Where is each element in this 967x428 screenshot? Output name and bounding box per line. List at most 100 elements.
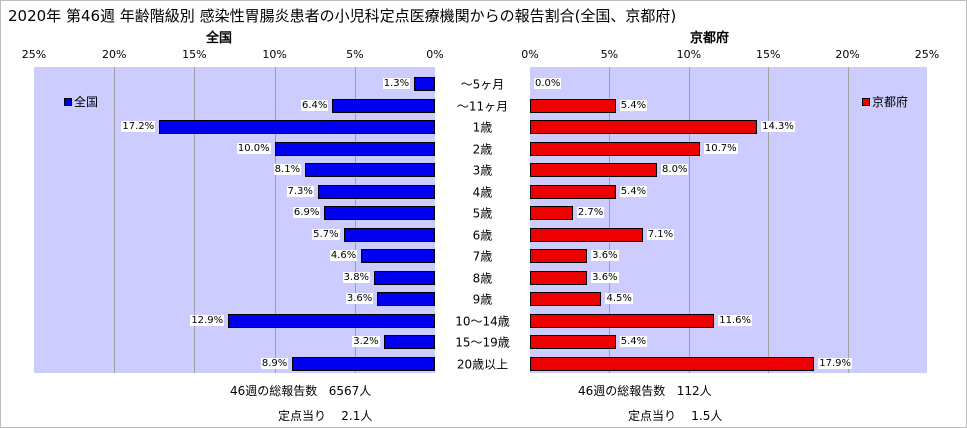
national-data-label: 1.3% (382, 78, 411, 89)
kyoto-bar (530, 249, 588, 263)
kyoto-x-tick-label: 25% (914, 48, 940, 61)
national-x-tick-label: 5% (346, 48, 364, 61)
kyoto-gridline (847, 67, 849, 373)
national-data-label: 3.2% (352, 336, 380, 347)
kyoto-bar (530, 98, 616, 113)
kyoto-x-tick-label: 5% (600, 48, 619, 61)
kyoto-data-label: 17.9% (818, 357, 853, 369)
kyoto-gridline (609, 67, 611, 373)
kyoto-data-label: 3.6% (591, 250, 619, 261)
kyoto-total: 46週の総報告数 112人 (578, 382, 712, 399)
national-per-site-value: 2.1人 (341, 409, 373, 423)
kyoto-total-value: 112人 (676, 384, 712, 398)
kyoto-per-site-value: 1.5人 (691, 409, 723, 423)
kyoto-data-label: 5.4% (619, 99, 648, 111)
kyoto-total-label: 46週の総報告数 (578, 384, 666, 398)
kyoto-x-tick-label: 20% (835, 48, 860, 61)
kyoto-bar (530, 313, 715, 328)
national-bar (343, 227, 435, 242)
category-label: ～11ヶ月 (456, 99, 509, 113)
national-bar (305, 163, 435, 177)
national-x-tick-label: 15% (182, 48, 207, 61)
national-x-tick-label: 10% (262, 48, 287, 61)
kyoto-gridline (688, 67, 690, 373)
kyoto-data-label: 2.7% (576, 207, 605, 218)
kyoto-bar (530, 292, 602, 306)
national-per-site-label: 定点当り (278, 409, 327, 423)
kyoto-data-label: 4.5% (605, 293, 633, 304)
kyoto-per-site-label: 定点当り (628, 409, 677, 423)
national-bar (361, 249, 435, 263)
national-data-label: 17.2% (121, 121, 156, 132)
kyoto-bar (530, 356, 815, 371)
national-legend: 全国 (64, 93, 98, 110)
national-gridline (354, 67, 356, 373)
category-label: 3歳 (472, 163, 493, 178)
national-data-label: 4.6% (329, 250, 358, 261)
kyoto-data-label: 14.3% (761, 121, 795, 132)
national-total-value: 6567人 (328, 384, 372, 398)
kyoto-legend-label: 京都府 (872, 95, 909, 109)
kyoto-bar (530, 227, 643, 242)
national-data-label: 6.4% (300, 99, 329, 111)
national-x-tick-label: 0% (426, 48, 444, 61)
kyoto-per-site: 定点当り 1.5人 (628, 407, 722, 424)
kyoto-legend-swatch (862, 97, 870, 106)
national-data-label: 3.6% (345, 293, 374, 304)
national-bar (377, 292, 435, 306)
kyoto-bar (530, 141, 700, 156)
national-per-site: 定点当り 2.1人 (278, 407, 372, 424)
category-label: 2歳 (472, 142, 493, 156)
national-bar (274, 141, 435, 156)
kyoto-bar (530, 335, 616, 349)
kyoto-x-tick-label: 10% (676, 48, 702, 61)
national-x-tick-label: 20% (101, 48, 127, 61)
national-plot-area (34, 67, 435, 373)
national-legend-label: 全国 (74, 95, 99, 109)
category-label: 5歳 (472, 206, 493, 221)
kyoto-data-label: 8.0% (661, 164, 689, 175)
kyoto-data-label: 11.6% (718, 314, 752, 326)
national-panel-title: 全国 (206, 31, 233, 46)
kyoto-data-label: 5.4% (619, 336, 648, 347)
national-total-label: 46週の総報告数 (230, 384, 318, 398)
national-data-label: 12.9% (190, 314, 225, 326)
national-gridline (114, 67, 116, 373)
kyoto-x-tick-label: 0% (521, 48, 539, 61)
national-data-label: 6.9% (292, 207, 321, 218)
national-x-tick-label: 25% (21, 48, 47, 61)
kyoto-data-label: 3.6% (591, 271, 619, 283)
national-bar (324, 206, 435, 220)
national-bar (383, 335, 435, 349)
national-data-label: 8.9% (260, 357, 289, 369)
national-bar (317, 184, 435, 199)
national-bar (332, 98, 435, 113)
kyoto-bar (530, 184, 616, 199)
kyoto-data-label: 10.7% (703, 142, 738, 154)
chart-title: 2020年 第46週 年齢階級別 感染性胃腸炎患者の小児科定点医療機関からの報告… (8, 7, 677, 25)
category-label: 20歳以上 (456, 357, 509, 371)
kyoto-data-label: 7.1% (646, 228, 675, 240)
national-gridline (274, 67, 276, 373)
kyoto-bar (530, 163, 658, 177)
kyoto-bar (530, 206, 573, 220)
category-label: 15～19歳 (455, 335, 510, 350)
kyoto-bar (530, 120, 758, 134)
category-label: ～5ヶ月 (460, 77, 505, 92)
kyoto-panel-title: 京都府 (690, 31, 730, 46)
category-label: 9歳 (472, 292, 493, 307)
category-label: 8歳 (472, 271, 493, 285)
kyoto-gridline (768, 67, 770, 373)
national-legend-swatch (64, 97, 72, 106)
national-data-label: 3.8% (342, 271, 371, 283)
category-label: 10～14歳 (455, 314, 510, 328)
kyoto-bar (530, 270, 588, 285)
national-bar (159, 120, 435, 134)
national-bar (374, 270, 435, 285)
national-bar (292, 356, 435, 371)
category-label: 4歳 (472, 185, 493, 199)
national-total: 46週の総報告数 6567人 (230, 382, 371, 399)
kyoto-legend: 京都府 (862, 93, 908, 110)
national-data-label: 8.1% (273, 164, 302, 175)
kyoto-data-label: 5.4% (619, 185, 648, 197)
